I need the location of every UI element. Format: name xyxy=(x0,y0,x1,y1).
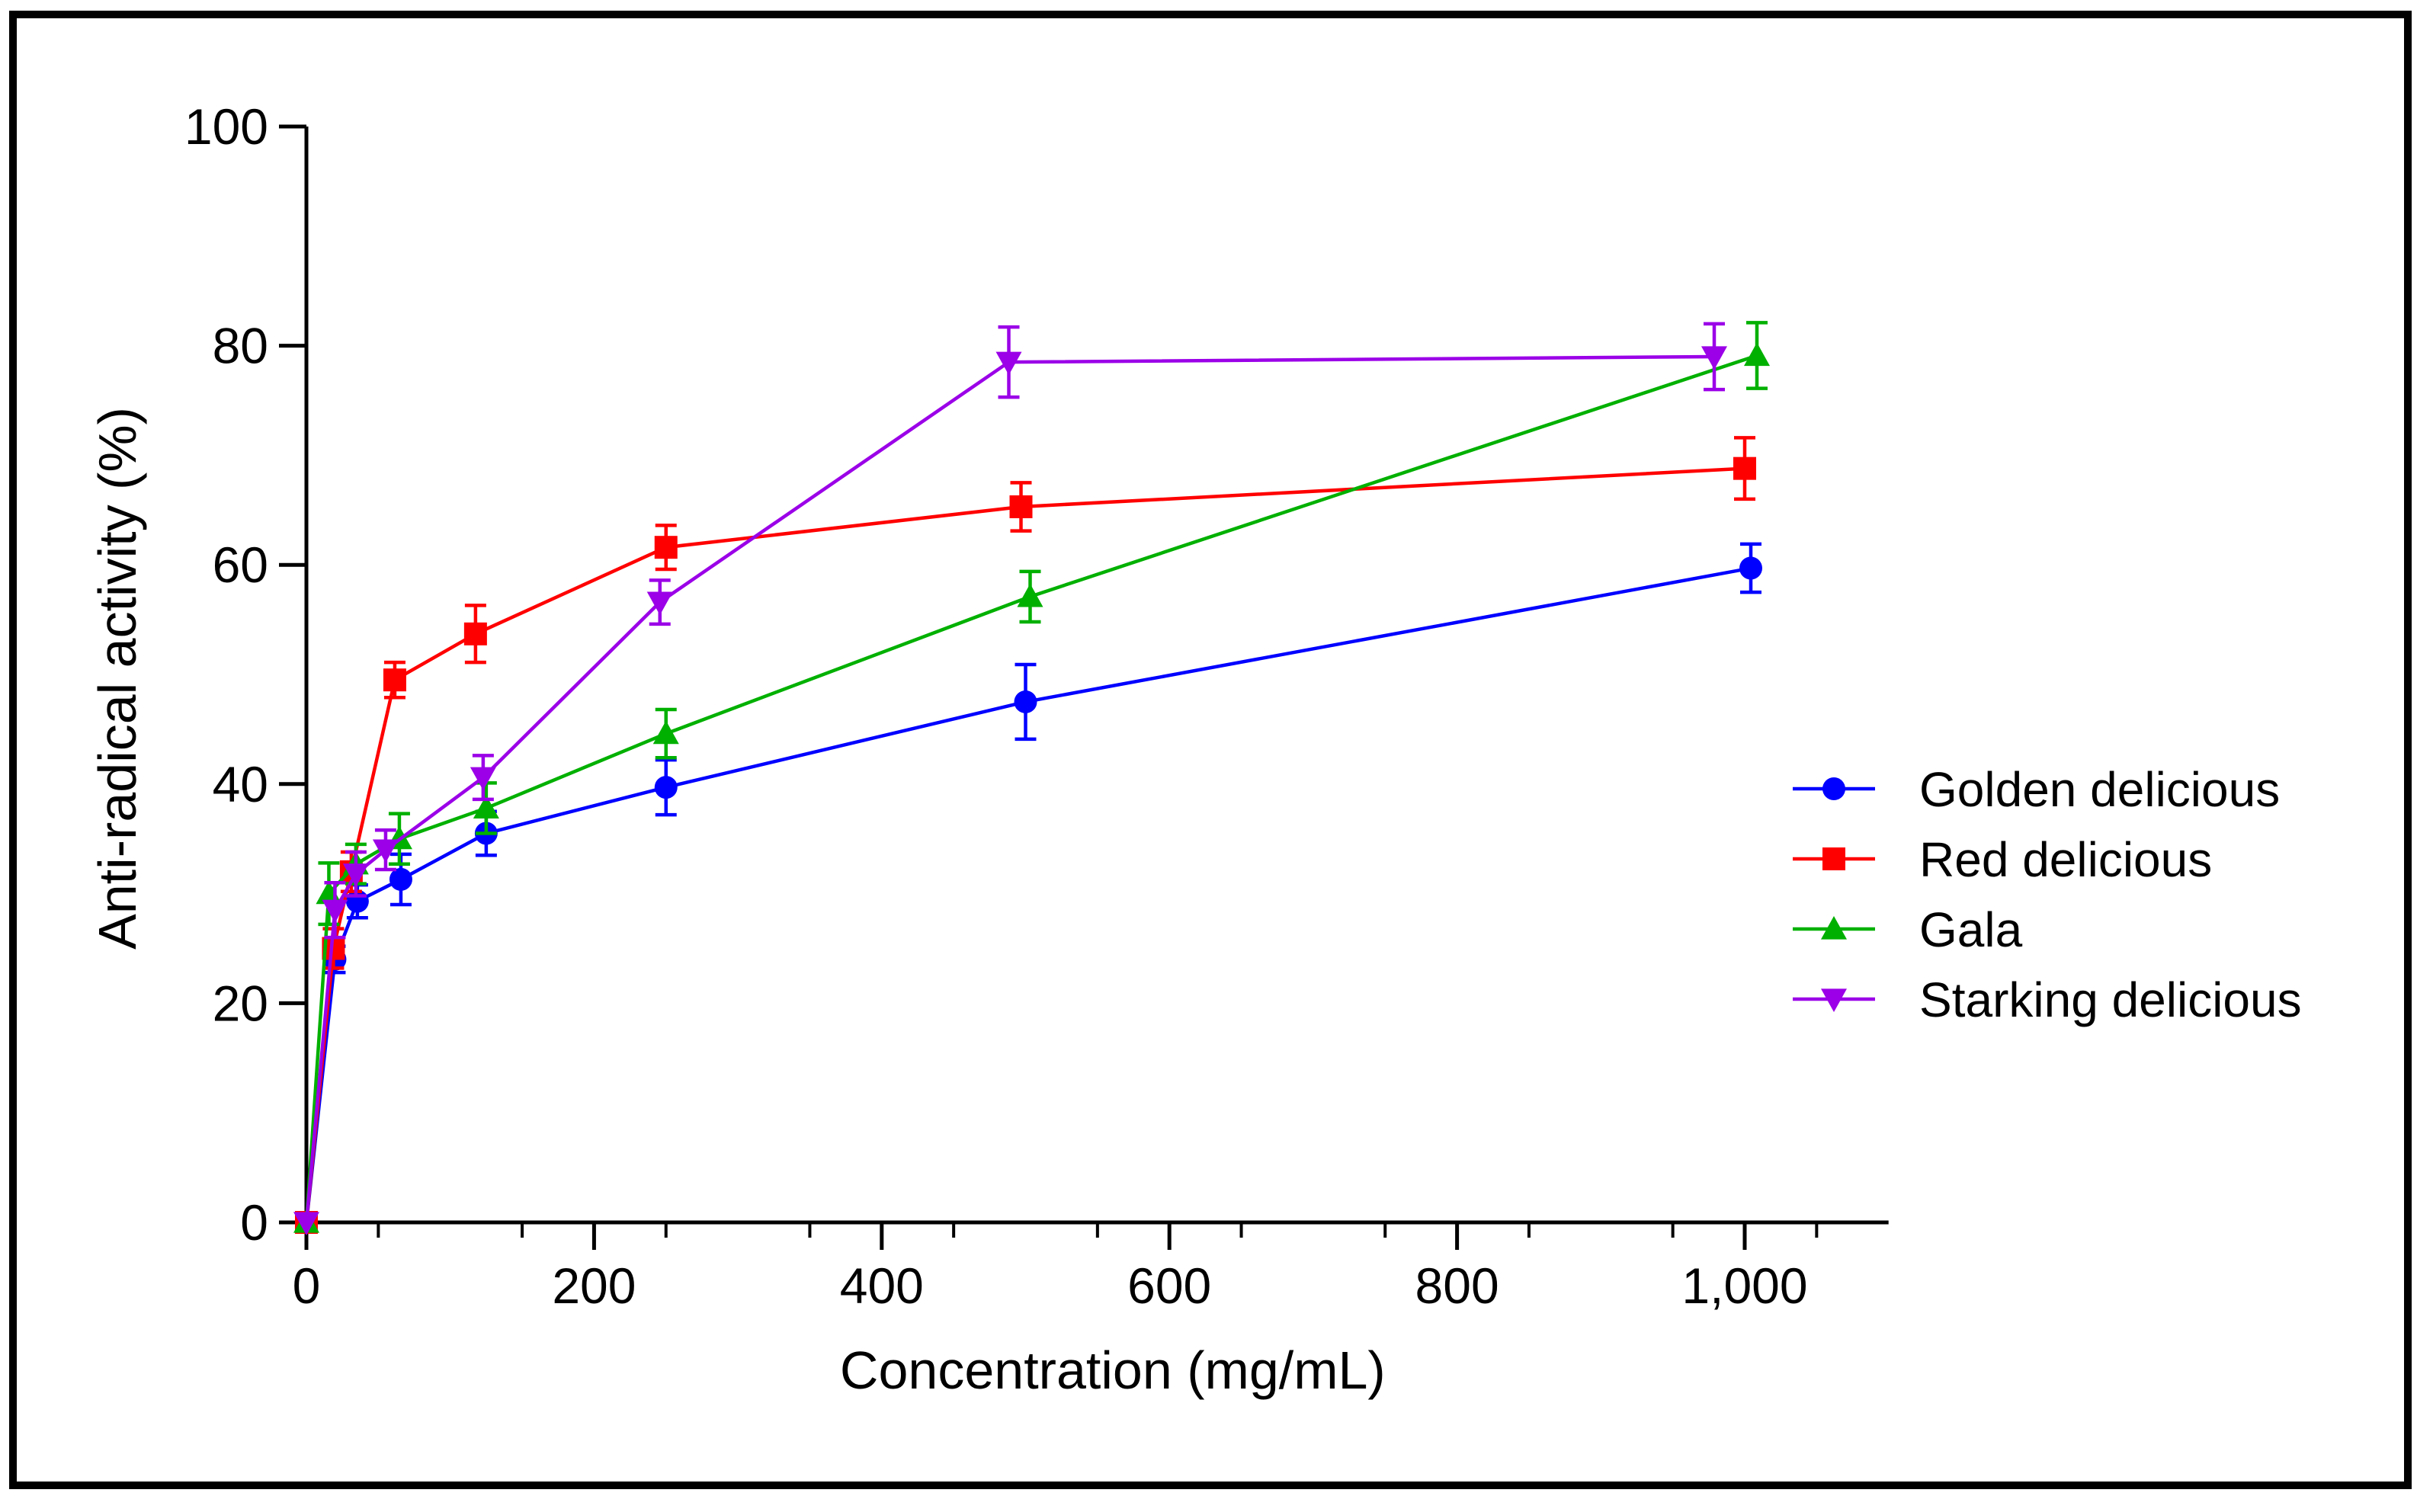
series-layer xyxy=(293,321,1770,1235)
legend: Golden delicious Red delicious Gala Starkin… xyxy=(1793,762,2302,1027)
series-line xyxy=(304,466,1745,1223)
series-red-delicious xyxy=(295,436,1756,1234)
x-tick-label: 0 xyxy=(293,1257,321,1314)
series-line xyxy=(304,354,1715,1223)
data-point xyxy=(1739,556,1762,580)
legend-label: Red delicious xyxy=(1919,832,2212,887)
data-point xyxy=(1744,342,1770,367)
data-point xyxy=(1009,495,1033,518)
legend-label: Starking delicious xyxy=(1919,972,2302,1027)
legend-marker xyxy=(1821,988,1847,1012)
data-point xyxy=(293,1212,319,1235)
data-point xyxy=(389,867,412,891)
legend-marker xyxy=(1821,916,1847,940)
x-axis-title: Concentration (mg/mL) xyxy=(840,1341,1386,1400)
series-gala xyxy=(293,321,1770,1233)
legend-item: Red delicious xyxy=(1793,832,2212,887)
data-point xyxy=(646,591,673,616)
series-golden-delicious xyxy=(295,542,1762,1234)
data-point xyxy=(383,668,406,692)
y-axis-title: Anti-radical activity (%) xyxy=(88,407,147,950)
chart-frame xyxy=(9,11,2412,1489)
series-starking-delicious xyxy=(293,322,1727,1235)
legend-label: Golden delicious xyxy=(1919,762,2280,817)
x-tick-label: 1,000 xyxy=(1681,1257,1807,1314)
legend-marker xyxy=(1822,777,1845,800)
y-tick-label: 80 xyxy=(213,318,268,374)
legend-label: Gala xyxy=(1919,902,2023,957)
legend-item: Golden delicious xyxy=(1793,762,2280,817)
axes: 0 20 40 60 80 100 0 200 400 600 800 1,000 xyxy=(184,98,1889,1314)
data-point xyxy=(1701,346,1727,370)
data-point xyxy=(1014,690,1037,713)
x-tick-label: 400 xyxy=(840,1257,924,1314)
data-point xyxy=(463,622,487,645)
data-point xyxy=(1733,456,1756,480)
data-point xyxy=(1017,583,1043,607)
data-point xyxy=(654,536,678,559)
data-point xyxy=(473,795,499,819)
legend-marker xyxy=(1822,847,1845,870)
x-tick-label: 200 xyxy=(552,1257,636,1314)
legend-item: Starking delicious xyxy=(1793,972,2302,1027)
y-tick-label: 20 xyxy=(213,975,268,1031)
data-point xyxy=(995,351,1022,376)
y-tick-label: 40 xyxy=(213,756,268,812)
data-point xyxy=(470,767,496,791)
x-tick-label: 800 xyxy=(1415,1257,1499,1314)
data-point xyxy=(654,776,678,799)
legend-item: Gala xyxy=(1793,902,2023,957)
data-point xyxy=(342,863,369,887)
y-tick-label: 100 xyxy=(184,98,268,155)
series-line xyxy=(304,354,1758,1223)
data-point xyxy=(652,720,679,745)
data-point xyxy=(372,839,399,863)
data-point xyxy=(322,899,348,924)
y-tick-label: 0 xyxy=(240,1194,268,1251)
x-tick-label: 600 xyxy=(1127,1257,1211,1314)
y-tick-label: 60 xyxy=(213,537,268,593)
